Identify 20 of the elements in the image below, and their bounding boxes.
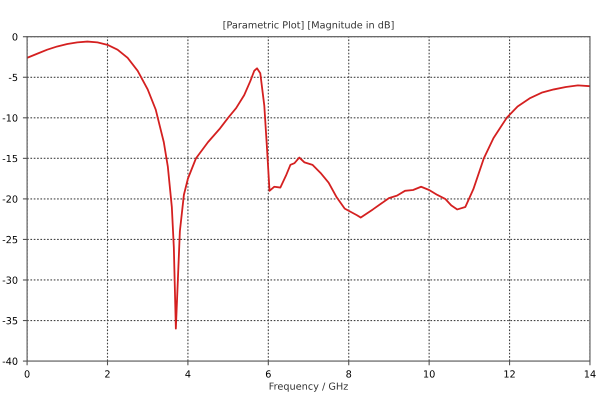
y-tick-label: -10 [2,114,18,122]
line-series [27,40,590,330]
chart-title: [Parametric Plot] [Magnitude in dB] [224,21,394,30]
x-tick-label: 8 [346,370,352,378]
y-tick-label: -15 [2,154,18,162]
x-tick-label: 10 [424,370,435,378]
x-axis-title: Frequency / GHz [270,382,348,392]
x-tick-label: 4 [185,370,190,378]
y-tick-label: 0 [12,33,18,41]
x-tick-label: 6 [266,370,271,378]
y-tick-label: -20 [2,195,18,203]
y-tick-label: -25 [2,236,18,244]
x-tick-label: 0 [24,370,30,378]
x-tick-label: 14 [584,370,596,378]
x-tick-label: 2 [105,370,110,378]
y-tick-label: -5 [8,74,18,82]
y-tick-label: -30 [2,276,18,284]
x-tick-label: 12 [504,370,515,378]
y-tick-label: -35 [2,317,18,324]
y-tick-label: -40 [2,358,18,365]
